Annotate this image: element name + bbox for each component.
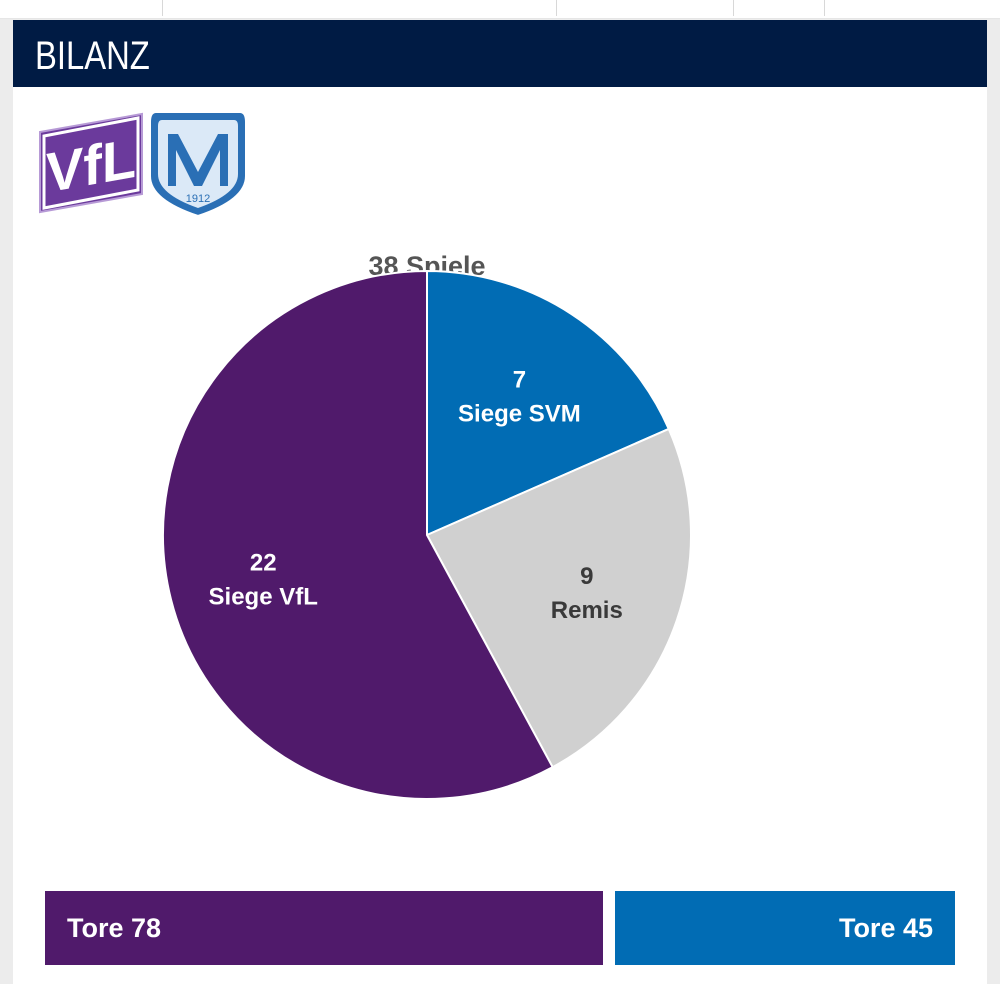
goals-vfl-label: Tore 78: [67, 912, 162, 943]
pie-slice-remis: [425, 427, 692, 769]
pie-label-siege-svm: 7 Siege SVM: [458, 367, 581, 428]
pie-label-siege-vfl: 22 Siege VfL: [209, 549, 318, 610]
pie-slice-siege-svm: [426, 269, 671, 537]
tab-divider: [824, 0, 825, 16]
club-logos: VfL 1912: [39, 111, 247, 218]
svm-logo-year: 1912: [186, 193, 210, 205]
svm-logo: 1912: [149, 111, 247, 218]
tab-divider: [162, 0, 163, 16]
tab-divider: [733, 0, 734, 16]
svm-logo-letter: [168, 134, 228, 186]
top-tab-strip: [0, 0, 1000, 19]
goals-bar-vfl: Tore 78: [45, 891, 603, 965]
vfl-logo: VfL: [39, 112, 143, 214]
pie-label-remis: 9 Remis: [551, 563, 623, 624]
section-title: BILANZ: [35, 34, 150, 78]
bilanz-card: BILANZ VfL 1912 38 Spiele 7 Siege SVM 9 Rem…: [13, 20, 987, 984]
section-header: BILANZ: [13, 20, 987, 87]
goals-svm-label: Tore 45: [838, 912, 933, 943]
pie-slice-siege-vfl: [162, 269, 555, 800]
tab-divider: [556, 0, 557, 16]
goals-bar-svm: Tore 45: [615, 891, 955, 965]
